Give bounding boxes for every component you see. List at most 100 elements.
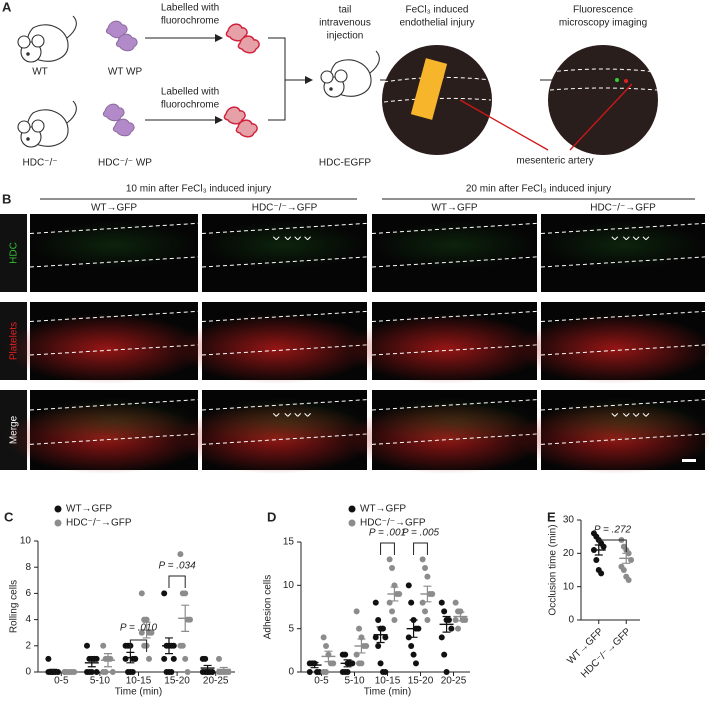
y-tick-label: 6 xyxy=(25,588,31,599)
data-point xyxy=(424,617,431,623)
hdc-signal xyxy=(202,221,367,269)
data-point xyxy=(143,616,150,623)
mouse-icon xyxy=(320,50,380,98)
error-bar xyxy=(49,668,58,673)
data-point xyxy=(389,565,396,571)
arrow xyxy=(268,37,312,121)
data-point xyxy=(184,669,191,675)
data-point xyxy=(620,567,627,573)
mouse-icon xyxy=(17,15,77,63)
y-tick-label: 0 xyxy=(25,667,31,678)
legend-label: HDC⁻/⁻→GFP xyxy=(66,518,132,529)
column-header: HDC⁻/⁻→GFP xyxy=(590,203,656,214)
y-tick-label: 2 xyxy=(25,640,31,651)
significance-bracket xyxy=(380,542,395,555)
data-point xyxy=(405,634,412,641)
data-point xyxy=(168,669,175,675)
data-point xyxy=(405,582,412,589)
hdc-signal xyxy=(372,398,537,446)
label: endothelial injury xyxy=(399,18,474,29)
legend-label: HDC⁻/⁻→GFP xyxy=(360,518,426,529)
data-point xyxy=(179,642,186,649)
label: fluorochrome xyxy=(161,16,220,27)
x-tick-label: 15-20 xyxy=(408,676,434,687)
label: FeCl₃ induced xyxy=(406,5,469,16)
label: tail xyxy=(339,5,352,16)
platelet-signal xyxy=(4,313,207,384)
data-point xyxy=(419,599,426,606)
label: HDC⁻/⁻ xyxy=(23,158,58,169)
data-point xyxy=(593,557,600,563)
data-point xyxy=(100,642,107,649)
y-tick-label: 10 xyxy=(20,536,32,547)
x-axis-label: Time (min) xyxy=(364,687,411,698)
platelet-icon xyxy=(237,35,260,54)
error-bar xyxy=(376,626,385,644)
legend-marker xyxy=(54,519,62,527)
data-point xyxy=(445,617,452,623)
data-point xyxy=(132,655,139,662)
data-point xyxy=(372,599,379,606)
significance-bracket xyxy=(168,575,186,588)
error-bar xyxy=(357,638,366,654)
data-point xyxy=(187,616,194,623)
column-header: WT→GFP xyxy=(431,203,477,214)
data-point xyxy=(83,642,90,649)
label: microscopy imaging xyxy=(559,18,647,29)
data-point xyxy=(93,669,100,675)
data-point xyxy=(161,655,168,662)
y-tick-label: 5 xyxy=(288,623,294,634)
data-point xyxy=(457,608,464,615)
data-point xyxy=(408,643,415,649)
data-point xyxy=(202,655,209,662)
data-point xyxy=(161,590,168,597)
data-point xyxy=(320,634,327,641)
data-point xyxy=(455,625,462,632)
vessel-wall xyxy=(29,310,199,356)
data-point xyxy=(419,556,426,563)
cell xyxy=(615,78,619,82)
data-point xyxy=(138,629,145,636)
data-point xyxy=(441,608,448,615)
vessel-wall xyxy=(29,399,199,445)
panel-label: E xyxy=(547,509,556,524)
panel-label: B xyxy=(2,191,11,206)
y-tick-label: 0 xyxy=(288,667,294,678)
data-point xyxy=(148,629,155,636)
y-tick-label: 30 xyxy=(563,515,575,526)
arrowhead xyxy=(284,236,292,241)
p-value: P = .010 xyxy=(120,623,158,634)
x-axis-label: Time (min) xyxy=(115,687,162,698)
pointer-line xyxy=(459,83,633,151)
data-point xyxy=(386,556,393,563)
label: WT xyxy=(32,67,48,78)
arrowhead xyxy=(304,413,311,417)
legend-marker xyxy=(54,505,62,513)
data-point xyxy=(216,669,223,675)
data-point xyxy=(216,655,223,662)
data-point xyxy=(391,617,398,623)
arrowhead xyxy=(294,413,302,417)
data-point xyxy=(372,634,379,641)
label: Fluorescence xyxy=(573,5,633,16)
x-tick-label: 20-25 xyxy=(203,676,229,687)
x-tick-label: 0-5 xyxy=(54,676,69,687)
y-tick-label: 8 xyxy=(25,562,31,573)
arrowhead xyxy=(284,413,292,417)
hdc-signal xyxy=(372,221,537,269)
data-point xyxy=(170,655,177,662)
arrowhead xyxy=(632,236,640,241)
data-point xyxy=(102,669,109,675)
label: HDC⁻/⁻ WP xyxy=(98,158,152,169)
data-point xyxy=(342,651,349,658)
error-bar xyxy=(104,653,113,668)
error-bar xyxy=(164,637,173,655)
error-bar xyxy=(456,611,465,622)
error-bar xyxy=(126,651,135,664)
error-bar xyxy=(442,615,451,633)
platelet-icon xyxy=(235,119,258,138)
panel-a: A WT HDC⁻/⁻ WT WP HDC⁻/⁻ WP Labelled wit… xyxy=(2,0,658,169)
y-tick-label: 10 xyxy=(283,580,295,591)
data-point xyxy=(408,599,415,606)
hdc-signal xyxy=(30,398,198,446)
